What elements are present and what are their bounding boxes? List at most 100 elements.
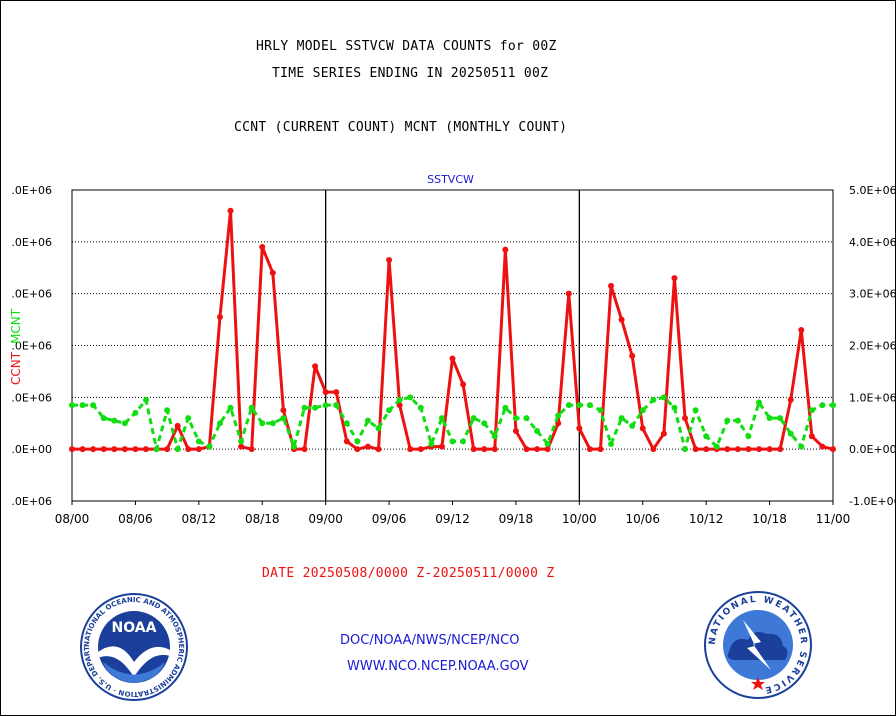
series-point-mcnt	[185, 415, 192, 422]
series-point-mcnt	[830, 402, 836, 409]
series-point-mcnt	[724, 417, 731, 424]
y-tick-label-left: .0E+06	[11, 495, 52, 508]
series-point-ccnt	[544, 446, 551, 453]
series-point-ccnt	[586, 446, 593, 453]
series-point-mcnt	[808, 407, 815, 414]
series-point-mcnt	[449, 438, 456, 445]
y-tick-label-left: .0E+00	[11, 443, 52, 456]
series-point-ccnt	[608, 282, 615, 289]
series-point-mcnt	[787, 430, 794, 437]
series-point-ccnt	[512, 428, 519, 435]
chart-title-line1: HRLY MODEL SSTVCW DATA COUNTS for 00Z	[256, 39, 557, 54]
series-point-ccnt	[216, 313, 223, 320]
series-point-ccnt	[142, 446, 149, 453]
series-point-ccnt	[280, 407, 287, 414]
series-point-ccnt	[798, 326, 805, 333]
series-point-mcnt	[777, 415, 784, 422]
series-point-ccnt	[375, 446, 382, 453]
x-tick-label: 09/06	[372, 512, 407, 526]
y-tick-label-left: .0E+06	[11, 184, 52, 197]
nws-logo: NATIONAL WEATHER SERVICE	[704, 591, 812, 699]
series-point-mcnt	[407, 394, 414, 401]
y-axis-label-ccnt: CCNT	[9, 351, 23, 385]
series-point-ccnt	[703, 446, 710, 453]
series-point-ccnt	[386, 256, 393, 263]
series-point-ccnt	[724, 446, 731, 453]
series-point-ccnt	[132, 446, 139, 453]
series-point-mcnt	[121, 420, 128, 427]
series-point-ccnt	[69, 446, 75, 453]
series-point-mcnt	[502, 404, 509, 411]
series-point-mcnt	[460, 438, 467, 445]
series-point-mcnt	[195, 438, 202, 445]
series-point-ccnt	[301, 446, 308, 453]
y-tick-label-right: 0.0E+00	[849, 443, 896, 456]
label-layer: 08/00 08/06 08/12 08/18 09/00 09/06 09/12 09/18…	[9, 173, 896, 526]
series-point-mcnt	[248, 404, 255, 411]
series-point-mcnt	[438, 415, 445, 422]
series-point-ccnt	[597, 446, 604, 453]
series-point-ccnt	[185, 446, 192, 453]
series-point-mcnt	[608, 440, 615, 447]
series-point-ccnt	[565, 290, 572, 297]
series-point-ccnt	[470, 446, 477, 453]
series-point-mcnt	[216, 420, 223, 427]
series-point-mcnt	[734, 417, 741, 424]
series-layer	[69, 207, 836, 453]
series-point-mcnt	[470, 415, 477, 422]
series-point-ccnt	[343, 438, 350, 445]
series-point-mcnt	[396, 396, 403, 403]
x-tick-label: 08/12	[182, 512, 217, 526]
noaa-logo-text: NOAA	[112, 620, 157, 636]
series-point-ccnt	[322, 389, 329, 396]
x-tick-label: 09/18	[499, 512, 534, 526]
series-point-mcnt	[534, 428, 541, 435]
series-point-mcnt	[280, 415, 287, 422]
series-point-mcnt	[618, 415, 625, 422]
footer-url-link[interactable]: WWW.NCO.NCEP.NOAA.GOV	[347, 659, 529, 674]
series-point-ccnt	[312, 363, 319, 370]
x-tick-label: 10/18	[752, 512, 787, 526]
series-point-mcnt	[417, 404, 424, 411]
series-point-mcnt	[523, 415, 530, 422]
series-point-ccnt	[787, 396, 794, 403]
series-point-ccnt	[682, 415, 689, 422]
series-point-mcnt	[259, 420, 266, 427]
y-tick-label-right: 2.0E+06	[849, 340, 896, 353]
x-tick-label: 09/12	[435, 512, 470, 526]
y-tick-label-left: .0E+06	[11, 288, 52, 301]
series-point-mcnt	[586, 402, 593, 409]
series-point-ccnt	[576, 425, 583, 432]
series-point-ccnt	[248, 446, 255, 453]
series-point-mcnt	[227, 404, 234, 411]
footer-org-link[interactable]: DOC/NOAA/NWS/NCEP/NCO	[340, 633, 520, 648]
chart-title-line3: CCNT (CURRENT COUNT) MCNT (MONTHLY COUNT…	[234, 120, 568, 135]
series-point-ccnt	[90, 446, 97, 453]
series-point-mcnt	[301, 404, 308, 411]
axes-layer	[71, 189, 834, 505]
series-point-ccnt	[100, 446, 107, 453]
series-point-mcnt	[798, 443, 805, 450]
y-tick-label-right: 1.0E+06	[849, 391, 896, 404]
series-point-mcnt	[576, 402, 583, 409]
series-point-mcnt	[544, 440, 551, 447]
series-point-mcnt	[375, 425, 382, 432]
series-point-mcnt	[79, 402, 86, 409]
series-point-mcnt	[597, 407, 604, 414]
series-point-mcnt	[69, 402, 75, 409]
series-point-mcnt	[491, 433, 498, 440]
series-point-ccnt	[354, 446, 361, 453]
series-point-ccnt	[671, 275, 678, 282]
series-point-mcnt	[660, 394, 667, 401]
series-point-ccnt	[534, 446, 541, 453]
series-point-ccnt	[79, 446, 86, 453]
series-point-mcnt	[174, 446, 181, 453]
x-tick-label: 08/18	[245, 512, 280, 526]
series-point-mcnt	[164, 407, 171, 414]
series-point-mcnt	[290, 443, 297, 450]
series-point-ccnt	[734, 446, 741, 453]
series-point-mcnt	[364, 417, 371, 424]
y-tick-label-right: -1.0E+06	[849, 495, 896, 508]
series-point-mcnt	[766, 415, 773, 422]
